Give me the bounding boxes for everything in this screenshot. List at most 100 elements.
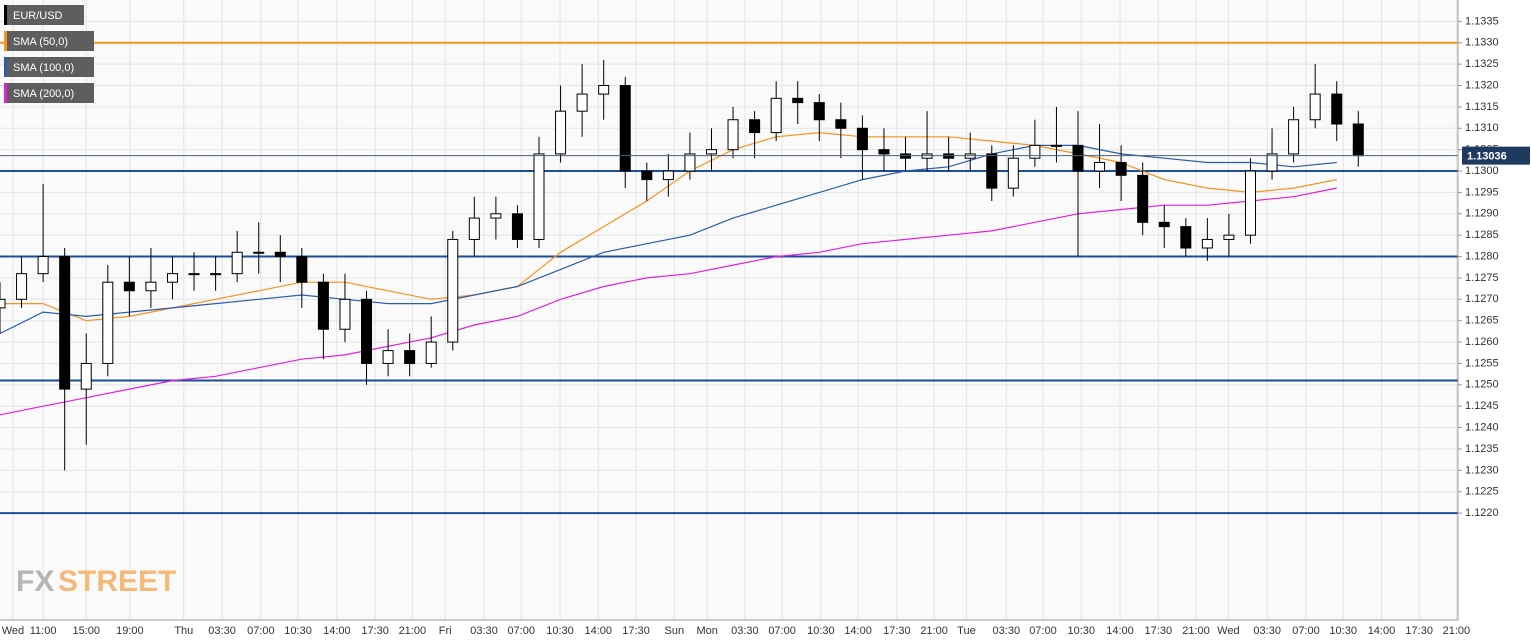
candle-body (1158, 221, 1170, 228)
candle-body (1201, 238, 1213, 249)
x-tick-label: 17:30 (1145, 625, 1173, 637)
watermark: FX (16, 565, 54, 598)
y-tick-label: 1.1255 (1465, 357, 1499, 369)
candle-body (727, 119, 739, 151)
candle-body (339, 298, 351, 330)
x-tick-label: 07:00 (507, 625, 535, 637)
candle-body (490, 213, 502, 219)
x-tick-label: 10:30 (807, 625, 835, 637)
candle-body (361, 298, 373, 364)
x-tick-label: 10:30 (1067, 625, 1095, 637)
candle-body (16, 273, 28, 300)
candle-body (986, 153, 998, 189)
candle-body (619, 85, 631, 172)
x-tick-label: Mon (696, 625, 717, 637)
y-tick-label: 1.1300 (1465, 165, 1499, 177)
candle-body (555, 110, 567, 155)
candle-body (231, 251, 243, 275)
candle-body (1072, 144, 1084, 172)
candle-body (1331, 93, 1343, 125)
y-tick-label: 1.1245 (1465, 400, 1499, 412)
candle-body (1029, 144, 1041, 159)
legend-swatch (4, 5, 7, 25)
legend-label: SMA (50,0) (13, 36, 68, 48)
watermark: STREET (58, 565, 176, 598)
x-tick-label: 17:30 (1405, 625, 1433, 637)
x-tick-label: 21:00 (1182, 625, 1210, 637)
y-tick-label: 1.1235 (1465, 443, 1499, 455)
candle-body (37, 256, 49, 275)
x-tick-label: 21:00 (399, 625, 427, 637)
x-tick-label: 19:00 (116, 625, 144, 637)
candle-body (80, 362, 92, 390)
candle-body (102, 281, 114, 364)
legend-swatch (4, 31, 7, 51)
candle-body (404, 350, 416, 364)
marks (0, 41, 1458, 515)
plot-area (0, 0, 1458, 620)
y-tick-label: 1.1220 (1465, 507, 1499, 519)
y-tick-label: 1.1280 (1465, 250, 1499, 262)
legend-label: EUR/USD (13, 10, 63, 22)
candle-body (317, 281, 329, 330)
candle-body (1223, 234, 1235, 240)
candle-body (188, 273, 200, 276)
y-tick-label: 1.1270 (1465, 293, 1499, 305)
candle-body (447, 238, 459, 343)
x-tick-label: 11:00 (30, 625, 57, 637)
x-tick-label: 14:00 (585, 625, 613, 637)
candle-body (576, 93, 588, 112)
x-tick-label: Wed (2, 625, 24, 637)
candle-body (296, 256, 308, 283)
x-tick-label: 07:00 (1292, 625, 1320, 637)
candle-body (468, 217, 480, 240)
candle-body (253, 251, 265, 254)
candle-body (0, 298, 6, 309)
x-tick-label: 14:00 (323, 625, 351, 637)
candle-body (425, 341, 437, 364)
y-tick-label: 1.1260 (1465, 336, 1499, 348)
x-tick-label: Fri (439, 625, 452, 637)
y-tick-label: 1.1320 (1465, 79, 1499, 91)
candle-body (749, 119, 761, 134)
x-tick-label: 17:30 (622, 625, 650, 637)
x-tick-label: 07:00 (247, 625, 275, 637)
x-tick-label: 17:30 (883, 625, 911, 637)
legend-swatch (4, 57, 7, 77)
candle-body (598, 85, 610, 95)
x-tick-label: 21:00 (1443, 625, 1471, 637)
candle-body (684, 153, 696, 172)
y-tick-label: 1.1335 (1465, 15, 1499, 27)
candle-body (1244, 170, 1256, 236)
candle-body (835, 119, 847, 129)
x-tick-label: 15:00 (72, 625, 100, 637)
legend-swatch (4, 83, 7, 103)
x-tick-label: 21:00 (920, 625, 948, 637)
candle-body (641, 170, 653, 181)
candle-body (123, 281, 135, 292)
legend-box (4, 83, 94, 103)
candle-body (1180, 226, 1192, 249)
candle-body (1288, 119, 1300, 155)
y-tick-label: 1.1230 (1465, 464, 1499, 476)
x-tick-label: Tue (957, 625, 976, 637)
x-tick-label: 03:30 (208, 625, 236, 637)
candle-body (1352, 123, 1364, 157)
y-tick-label: 1.1325 (1465, 58, 1499, 70)
candle-body (770, 97, 782, 134)
y-tick-label: 1.1285 (1465, 229, 1499, 241)
candle-body (856, 127, 868, 151)
sma-line (0, 187, 1337, 416)
y-tick-label: 1.1295 (1465, 186, 1499, 198)
candle-body (166, 273, 178, 283)
candle-body (878, 149, 890, 155)
candle-body (1309, 93, 1321, 121)
candle-body (533, 153, 545, 240)
legend-box (4, 5, 84, 25)
candle-body (511, 213, 523, 240)
y-tick-label: 1.1240 (1465, 421, 1499, 433)
x-tick-label: Sun (665, 625, 685, 637)
candle-body (662, 170, 674, 181)
x-tick-label: 17:30 (361, 625, 389, 637)
last-price-label: 1.13036 (1467, 151, 1507, 163)
